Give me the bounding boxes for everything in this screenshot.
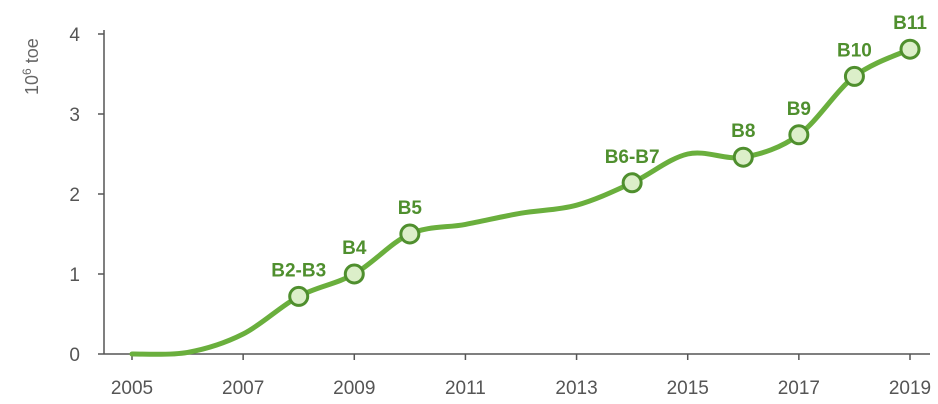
y-tick-label: 3 (69, 105, 80, 126)
x-tick-label: 2015 (667, 378, 709, 399)
x-tick-label: 2019 (889, 378, 931, 399)
x-tick-label: 2005 (111, 378, 153, 399)
data-point (788, 124, 810, 146)
data-point (343, 263, 365, 285)
y-axis-label-exponent: 6 (20, 68, 34, 75)
y-tick-label: 0 (69, 345, 80, 366)
x-tick-label: 2007 (222, 378, 264, 399)
data-point (899, 38, 921, 60)
axes: 0 1 2 3 4 2005 2007 2009 2011 2013 2015 2017 2019 (69, 25, 931, 399)
data-point-label: B4 (342, 238, 367, 259)
y-axis-label-base: 10 (22, 75, 42, 95)
point-labels: B2-B3 B4 B5 B6-B7 B8 B9 B10 B11 (271, 13, 927, 281)
data-point-label: B11 (893, 13, 927, 34)
data-point (288, 285, 310, 307)
data-point-label: B2-B3 (271, 260, 326, 281)
y-axis-label-unit: toe (22, 38, 42, 68)
data-point-label: B6-B7 (605, 147, 660, 168)
y-tick-label: 2 (69, 185, 80, 206)
series-line (129, 46, 913, 357)
data-point-label: B10 (837, 40, 872, 61)
data-point-label: B9 (787, 99, 811, 120)
y-tick-label: 1 (69, 265, 80, 286)
y-axis-label: 106 toe (20, 38, 42, 95)
x-tick-label: 2017 (778, 378, 820, 399)
data-point (732, 146, 754, 168)
x-tick-label: 2013 (555, 378, 597, 399)
data-point (843, 65, 865, 87)
series (129, 46, 913, 357)
data-point (621, 172, 643, 194)
y-tick-label: 4 (69, 25, 80, 46)
markers (288, 38, 921, 307)
x-tick-label: 2009 (333, 378, 375, 399)
x-tick-label: 2011 (445, 378, 486, 399)
data-point-label: B8 (731, 121, 755, 142)
data-point-label: B5 (398, 198, 423, 219)
data-point (399, 223, 421, 245)
